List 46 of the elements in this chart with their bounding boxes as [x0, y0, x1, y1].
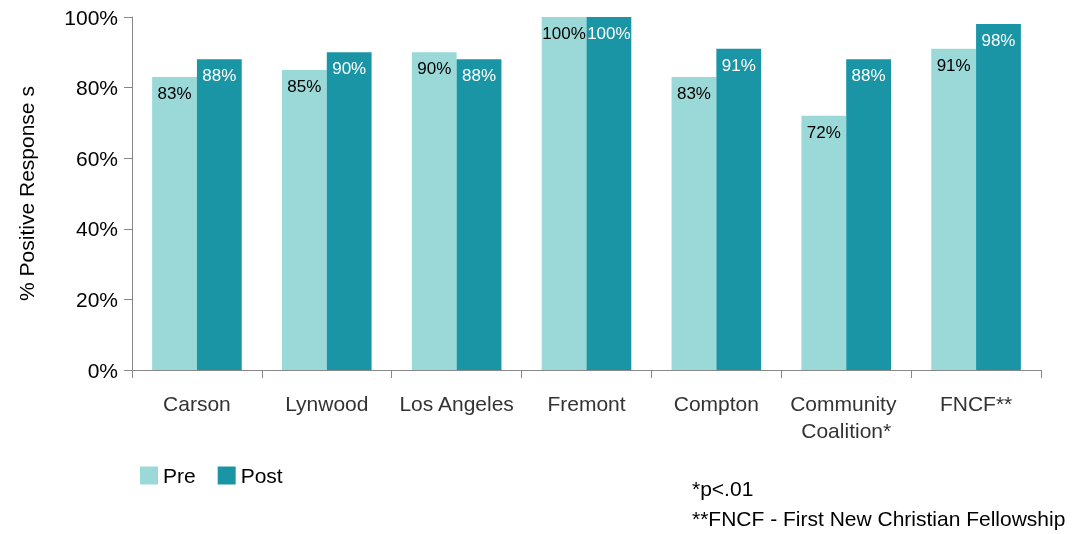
legend-label: Post: [240, 464, 283, 487]
data-label: 83%: [157, 84, 192, 104]
bar: [716, 48, 762, 370]
y-tick-label: 100%: [64, 5, 118, 29]
text: *p<.01: [692, 477, 754, 500]
x-tick-label: Compton: [673, 392, 759, 415]
bar: [152, 77, 197, 370]
y-tick-label: 60%: [75, 146, 118, 170]
data-label: 100%: [587, 24, 631, 43]
data-label: 100%: [542, 24, 586, 43]
bar: [326, 52, 372, 370]
data-label: 98%: [981, 31, 1016, 51]
y-tick-label: 20%: [75, 287, 118, 311]
bar: [976, 24, 1021, 370]
bar: [671, 77, 717, 370]
y-axis-title: % Positive Response s: [15, 86, 38, 301]
y-tick-label: 0%: [87, 358, 118, 382]
bar: [846, 59, 892, 370]
bar: [196, 59, 242, 370]
x-tick-label: FNCF**: [939, 392, 1013, 415]
data-label: 91%: [721, 55, 756, 75]
data-label: 88%: [462, 66, 497, 86]
bar: [801, 115, 847, 370]
data-label: 72%: [806, 122, 841, 142]
text: **FNCF - First New Christian Fellowship: [692, 507, 1066, 530]
bar: [586, 17, 632, 370]
bar: [411, 52, 457, 370]
data-label: 85%: [287, 76, 322, 96]
bar: [456, 59, 502, 370]
data-label: 83%: [676, 84, 711, 104]
bar: [281, 69, 327, 370]
bar: [541, 17, 587, 370]
bar: [931, 48, 977, 370]
x-tick-label: Carson: [163, 392, 231, 415]
x-tick-label: Lynwood: [285, 392, 369, 415]
x-tick-label: Los Angeles: [399, 392, 514, 415]
data-label: 91%: [936, 55, 971, 75]
y-tick-label: 80%: [75, 76, 118, 100]
data-label: 90%: [417, 59, 452, 79]
x-tick-label: Community Coalition*: [790, 392, 903, 442]
x-tick-label: Fremont: [547, 392, 626, 415]
data-label: 88%: [202, 66, 237, 86]
data-label: 88%: [851, 66, 886, 86]
data-label: 90%: [332, 59, 367, 79]
legend-label: Pre: [163, 464, 196, 487]
y-tick-label: 40%: [75, 217, 118, 241]
